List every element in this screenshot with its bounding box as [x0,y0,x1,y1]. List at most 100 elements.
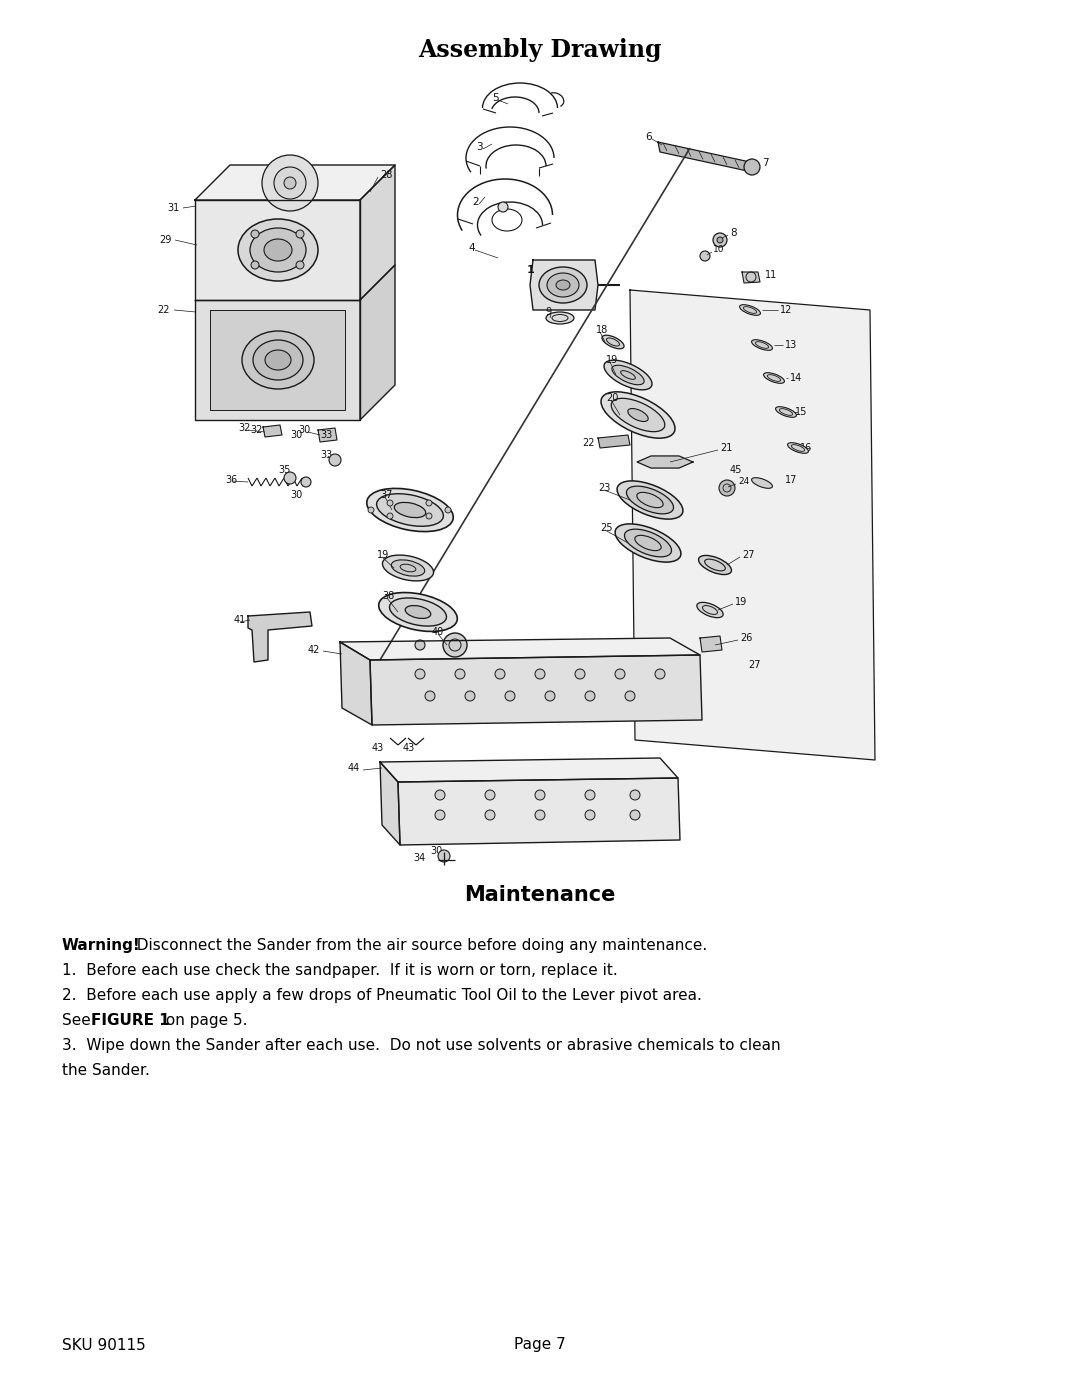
Circle shape [585,692,595,701]
Polygon shape [380,759,678,782]
Circle shape [495,669,505,679]
Ellipse shape [367,489,454,532]
Polygon shape [340,638,700,659]
Circle shape [535,669,545,679]
Ellipse shape [752,478,772,489]
Circle shape [625,692,635,701]
Ellipse shape [740,305,760,316]
Circle shape [426,513,432,520]
Circle shape [274,168,306,198]
Polygon shape [399,778,680,845]
Ellipse shape [787,443,809,453]
Circle shape [415,640,426,650]
Text: 35: 35 [278,465,291,475]
Ellipse shape [699,556,731,574]
Circle shape [630,789,640,800]
Ellipse shape [764,373,784,383]
Circle shape [744,159,760,175]
Text: 19: 19 [606,355,618,365]
Text: 8: 8 [730,228,737,237]
Circle shape [585,789,595,800]
Ellipse shape [382,555,433,581]
Circle shape [498,203,508,212]
Text: 30: 30 [291,430,302,440]
Text: 14: 14 [789,373,802,383]
Polygon shape [742,272,760,284]
Polygon shape [340,643,372,725]
Polygon shape [195,165,395,200]
Polygon shape [195,200,360,300]
Ellipse shape [391,560,424,576]
Circle shape [301,476,311,488]
Polygon shape [380,761,400,845]
Circle shape [615,669,625,679]
Text: 19: 19 [735,597,747,608]
Polygon shape [700,636,723,652]
Circle shape [654,669,665,679]
Circle shape [455,669,465,679]
Circle shape [465,692,475,701]
Circle shape [445,507,451,513]
Circle shape [585,810,595,820]
Polygon shape [637,455,693,468]
Text: 27: 27 [748,659,760,671]
Ellipse shape [611,398,665,432]
Circle shape [713,233,727,247]
Text: 6: 6 [645,131,651,142]
Circle shape [368,507,374,513]
Ellipse shape [379,592,457,631]
Polygon shape [530,260,598,310]
Text: 30: 30 [291,490,302,500]
Ellipse shape [617,481,683,520]
Circle shape [505,692,515,701]
Circle shape [535,810,545,820]
Circle shape [262,155,318,211]
Text: 29: 29 [160,235,172,244]
Text: 36: 36 [225,475,238,485]
Text: 27: 27 [742,550,755,560]
Ellipse shape [604,360,652,390]
Text: 33: 33 [320,450,333,460]
Ellipse shape [546,272,579,298]
Text: 43: 43 [403,743,415,753]
Text: 32: 32 [249,425,262,434]
Circle shape [435,789,445,800]
Text: 42: 42 [308,645,320,655]
Text: 45: 45 [730,465,742,475]
Text: 26: 26 [740,633,753,643]
Ellipse shape [624,529,672,557]
Text: 34: 34 [413,854,426,863]
Ellipse shape [616,524,680,562]
Text: FIGURE 1: FIGURE 1 [91,1013,170,1028]
Text: 28: 28 [380,170,392,180]
Text: 9: 9 [545,307,551,317]
Text: Maintenance: Maintenance [464,886,616,905]
Text: 11: 11 [765,270,778,279]
Text: 23: 23 [598,483,610,493]
Circle shape [545,692,555,701]
Ellipse shape [602,335,624,349]
Ellipse shape [405,605,431,619]
Polygon shape [370,655,702,725]
Text: 12: 12 [780,305,793,314]
Ellipse shape [697,602,724,617]
Text: 4: 4 [468,243,474,253]
Text: Warning!: Warning! [62,937,140,953]
Text: Assembly Drawing: Assembly Drawing [418,38,662,61]
Text: 38: 38 [382,591,394,601]
Ellipse shape [238,219,318,281]
Text: the Sander.: the Sander. [62,1063,150,1078]
Polygon shape [360,165,395,300]
Polygon shape [630,291,875,760]
Circle shape [387,513,393,520]
Polygon shape [598,434,630,448]
Circle shape [485,810,495,820]
Text: 18: 18 [596,326,608,335]
Ellipse shape [546,312,573,324]
Text: 41: 41 [234,615,246,624]
Circle shape [387,500,393,506]
Text: 1.  Before each use check the sandpaper.  If it is worn or torn, replace it.: 1. Before each use check the sandpaper. … [62,963,618,978]
Polygon shape [264,425,282,437]
Text: 3.  Wipe down the Sander after each use.  Do not use solvents or abrasive chemic: 3. Wipe down the Sander after each use. … [62,1038,781,1053]
Circle shape [435,810,445,820]
